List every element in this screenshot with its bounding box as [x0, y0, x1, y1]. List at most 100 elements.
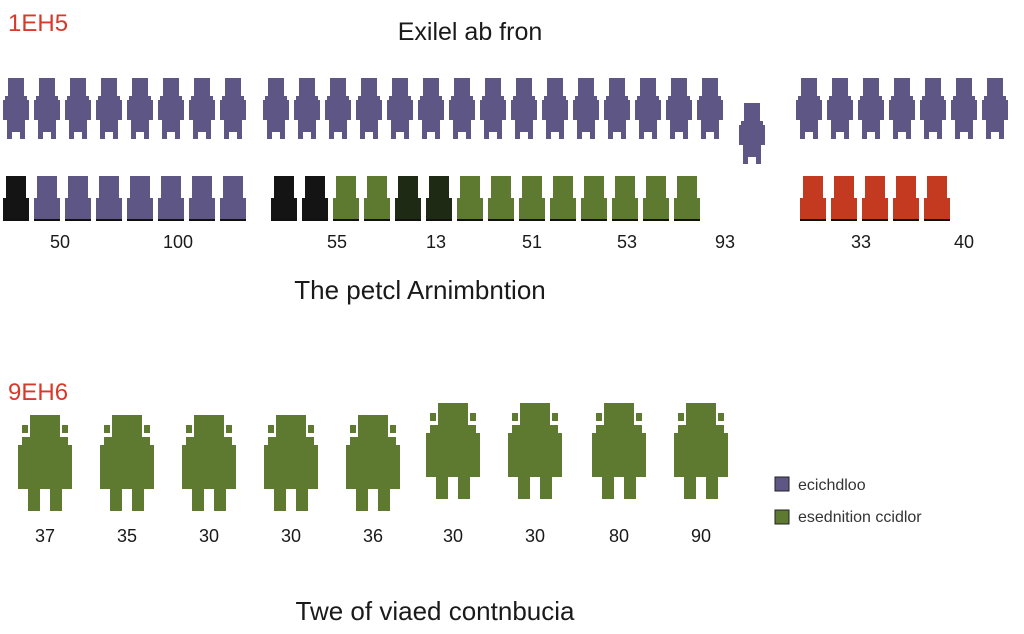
legend-swatch-green	[774, 509, 790, 525]
top-person-1-10	[573, 78, 599, 139]
legend-label-2: esednition ccidlor	[798, 509, 922, 526]
panel-2-code: 9EH6	[8, 379, 68, 406]
bottom-person-1-10	[581, 176, 607, 221]
top-person-3-1	[827, 78, 853, 139]
figure-2	[182, 415, 236, 511]
top-person-1-8	[511, 78, 537, 139]
panel-2-value-label: 30	[443, 526, 463, 546]
figure-7	[592, 403, 646, 499]
top-person-1-11	[604, 78, 630, 139]
top-person-1-1	[294, 78, 320, 139]
bottom-person-1-2	[333, 176, 359, 221]
bottom-person-1-1	[302, 176, 328, 221]
bottom-person-1-3	[364, 176, 390, 221]
top-person-1-5	[418, 78, 444, 139]
panel-1-bottom-row	[3, 176, 950, 221]
top-person-1-14	[697, 78, 723, 139]
bottom-person-0-2	[65, 176, 91, 221]
panel-1-value-label: 53	[617, 232, 637, 252]
bottom-person-1-5	[426, 176, 452, 221]
panel-2-value-label: 36	[363, 526, 383, 546]
bottom-person-2-3	[893, 176, 919, 221]
top-person-1-0	[263, 78, 289, 139]
top-person-1-3	[356, 78, 382, 139]
figure-4	[346, 415, 400, 511]
bottom-person-1-12	[643, 176, 669, 221]
legend: ecichdloo esednition ccidlor	[774, 476, 922, 526]
figure-1	[100, 415, 154, 511]
bottom-person-2-2	[862, 176, 888, 221]
top-person-0-0	[3, 78, 29, 139]
top-person-3-5	[951, 78, 977, 139]
panel-2: 9EH6 37 35 30 30 36 30 30 80 90 ecichdloo esedni…	[8, 379, 922, 626]
bottom-person-0-6	[189, 176, 215, 221]
top-person-1-13	[666, 78, 692, 139]
bottom-person-0-5	[158, 176, 184, 221]
panel-1-value-label: 55	[327, 232, 347, 252]
bottom-person-1-11	[612, 176, 638, 221]
bottom-person-0-7	[220, 176, 246, 221]
top-person-1-2	[325, 78, 351, 139]
panel-1-value-label: 40	[954, 232, 974, 252]
bottom-person-1-0	[271, 176, 297, 221]
panel-2-value-label: 30	[281, 526, 301, 546]
panel-1: 1EH5 Exilel ab fron 50 100 55 13 51 53 93 33 40 …	[3, 10, 1008, 305]
top-person-3-2	[858, 78, 884, 139]
panel-1-value-label: 100	[163, 232, 193, 252]
panel-1-code: 1EH5	[8, 10, 68, 37]
panel-2-figures	[18, 403, 728, 511]
bottom-person-1-4	[395, 176, 421, 221]
bottom-person-1-13	[674, 176, 700, 221]
panel-1-value-label: 50	[50, 232, 70, 252]
panel-2-caption: Twe of viaed contnbucia	[296, 596, 575, 626]
legend-swatch-purple	[774, 476, 790, 492]
panel-2-value-label: 35	[117, 526, 137, 546]
top-person-0-4	[127, 78, 153, 139]
panel-1-value-label: 13	[426, 232, 446, 252]
bottom-person-2-0	[800, 176, 826, 221]
panel-2-value-label: 30	[199, 526, 219, 546]
top-person-0-3	[96, 78, 122, 139]
top-person-0-1	[34, 78, 60, 139]
figure-6	[508, 403, 562, 499]
figure-0	[18, 415, 72, 511]
top-person-3-3	[889, 78, 915, 139]
figure-8	[674, 403, 728, 499]
bottom-person-0-1	[34, 176, 60, 221]
top-person-0-2	[65, 78, 91, 139]
top-person-1-6	[449, 78, 475, 139]
top-person-3-4	[920, 78, 946, 139]
bottom-person-1-7	[488, 176, 514, 221]
top-person-2-0	[739, 103, 765, 164]
panel-1-caption: The petcl Arnimbntion	[294, 275, 545, 305]
bottom-person-1-8	[519, 176, 545, 221]
top-person-3-0	[796, 78, 822, 139]
top-person-1-12	[635, 78, 661, 139]
panel-1-value-label: 33	[851, 232, 871, 252]
bottom-person-2-4	[924, 176, 950, 221]
panel-2-value-label: 80	[609, 526, 629, 546]
panel-2-value-labels: 37 35 30 30 36 30 30 80 90	[35, 526, 711, 546]
top-person-3-6	[982, 78, 1008, 139]
panel-1-value-label: 51	[522, 232, 542, 252]
top-person-0-7	[220, 78, 246, 139]
panel-2-value-label: 90	[691, 526, 711, 546]
panel-1-top-row	[3, 78, 1008, 164]
legend-label-1: ecichdloo	[798, 477, 866, 494]
bottom-person-2-1	[831, 176, 857, 221]
top-person-1-9	[542, 78, 568, 139]
panel-1-title: Exilel ab fron	[398, 18, 543, 46]
figure-5	[426, 403, 480, 499]
bottom-person-0-0	[3, 176, 29, 221]
bottom-person-1-9	[550, 176, 576, 221]
top-person-0-6	[189, 78, 215, 139]
panel-1-value-labels: 50 100 55 13 51 53 93 33 40	[50, 232, 974, 252]
bottom-person-0-3	[96, 176, 122, 221]
panel-2-value-label: 37	[35, 526, 55, 546]
top-person-1-4	[387, 78, 413, 139]
bottom-person-1-6	[457, 176, 483, 221]
bottom-person-0-4	[127, 176, 153, 221]
top-person-0-5	[158, 78, 184, 139]
panel-1-value-label: 93	[715, 232, 735, 252]
